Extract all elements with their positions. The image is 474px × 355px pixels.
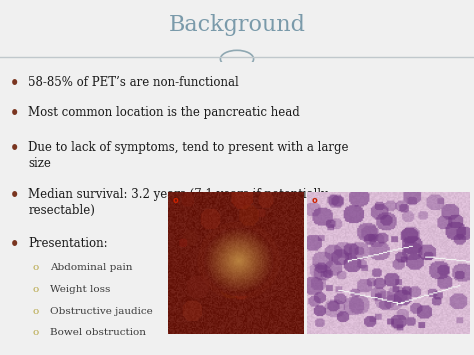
Text: •: • xyxy=(9,237,19,252)
Text: •: • xyxy=(9,188,19,203)
Text: 58-85% of PET’s are non-functional: 58-85% of PET’s are non-functional xyxy=(28,76,239,89)
Text: o: o xyxy=(312,196,318,205)
Text: Abdominal pain: Abdominal pain xyxy=(50,263,132,272)
Text: o: o xyxy=(32,307,39,316)
Text: Obstructive jaudice: Obstructive jaudice xyxy=(50,307,153,316)
Text: Bowel obstruction: Bowel obstruction xyxy=(50,328,146,337)
Text: o: o xyxy=(32,263,39,272)
Text: o: o xyxy=(32,285,39,294)
Text: o: o xyxy=(32,328,39,337)
Text: Most common location is the pancreatic head: Most common location is the pancreatic h… xyxy=(28,106,300,119)
Text: •: • xyxy=(9,106,19,121)
Text: Median survival: 3.2 years (7.1 years if potentially
resectable): Median survival: 3.2 years (7.1 years if… xyxy=(28,188,328,217)
Text: •: • xyxy=(9,76,19,91)
Text: Background: Background xyxy=(168,14,306,36)
Text: Presentation:: Presentation: xyxy=(28,237,108,250)
Text: o: o xyxy=(173,196,178,205)
Text: Due to lack of symptoms, tend to present with a large
size: Due to lack of symptoms, tend to present… xyxy=(28,141,349,170)
Text: Weight loss: Weight loss xyxy=(50,285,110,294)
Text: •: • xyxy=(9,141,19,157)
